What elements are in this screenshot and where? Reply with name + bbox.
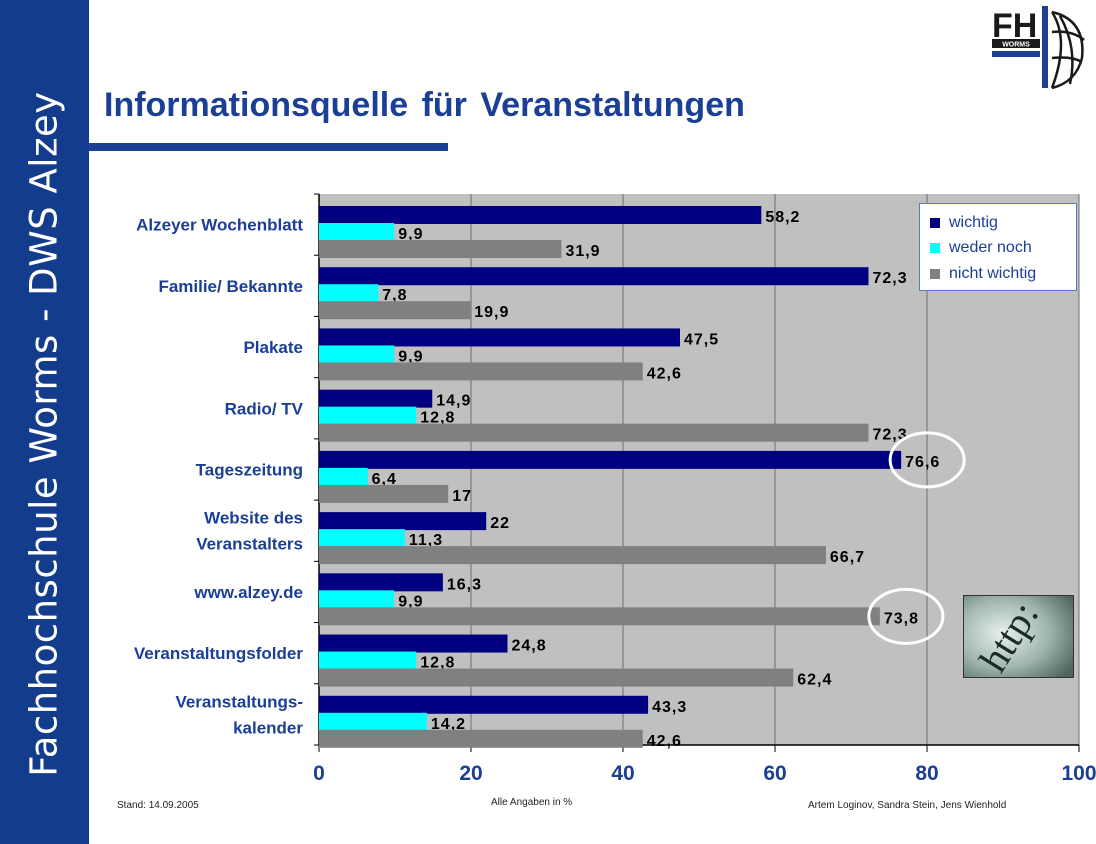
legend-swatch-weder-noch [930,243,940,253]
data-label: 16,3 [447,576,482,593]
category-label: Radio/ TV [225,399,304,418]
category-label: Alzeyer Wochenblatt [136,216,303,235]
data-label: 14,2 [431,716,466,733]
data-label: 6,4 [372,471,397,488]
x-tick-label: 40 [611,762,634,785]
bar-nicht-wichtig [319,546,826,565]
x-tick-label: 0 [313,762,325,785]
category-label: kalender [233,718,303,737]
data-label: 66,7 [830,549,865,566]
highlight-circle [867,587,945,645]
title-underline [89,143,448,151]
category-label: Veranstaltungs- [175,692,303,711]
http-image-graphic: http: [964,596,1073,677]
data-label: 9,9 [398,593,423,610]
category-label: Familie/ Bekannte [158,277,303,296]
category-label: Tageszeitung [196,461,303,480]
fh-worms-logo: FH WORMS [992,6,1085,90]
data-label: 62,4 [797,672,832,689]
bar-nicht-wichtig [319,729,643,748]
data-label: 31,9 [565,243,600,260]
bar-wichtig [319,512,487,531]
legend-label-nicht-wichtig: nicht wichtig [949,265,1037,282]
bar-wichtig [319,328,680,347]
bar-weder-noch [319,651,417,670]
data-label: 43,3 [652,699,687,716]
footer-authors: Artem Loginov, Sandra Stein, Jens Wienho… [808,800,1007,811]
footer-date: Stand: 14.09.2005 [117,800,199,811]
bar-wichtig [319,267,869,286]
category-label: Plakate [243,338,303,357]
x-tick-label: 20 [459,762,482,785]
x-tick-label: 100 [1061,762,1096,785]
category-label: Veranstalters [196,535,303,554]
data-label: 24,8 [511,638,546,655]
data-label: 19,9 [474,304,509,321]
x-tick-label: 60 [763,762,786,785]
bar-nicht-wichtig [319,423,869,442]
legend-swatch-nicht-wichtig [930,269,940,279]
bar-wichtig [319,206,762,224]
data-label: 7,8 [382,287,407,304]
bar-nicht-wichtig [319,240,562,258]
data-label: 11,3 [409,532,443,549]
bar-weder-noch [319,529,405,548]
legend-item-wichtig: wichtig [930,213,998,233]
data-label: 12,8 [420,655,455,672]
bar-weder-noch [319,345,395,364]
category-label: www.alzey.de [193,583,303,602]
legend-item-weder-noch: weder noch [930,238,1032,258]
bar-nicht-wichtig [319,301,471,320]
bar-nicht-wichtig [319,668,794,687]
logo-vertical-bar [1042,6,1048,88]
logo-text: FH [992,7,1037,45]
logo-subtext: WORMS [1002,42,1030,49]
category-label: Veranstaltungsfolder [134,644,303,663]
legend-label-weder-noch: weder noch [949,239,1032,256]
data-label: 42,6 [647,365,682,382]
data-label: 42,6 [647,733,682,750]
highlight-circle [888,431,966,489]
data-label: 12,8 [420,410,455,427]
page-title: Informationsquelle für Veranstaltungen [104,86,745,124]
bar-wichtig [319,573,443,592]
data-label: 9,9 [398,348,423,365]
data-label: 22 [490,515,510,532]
logo-bar [992,39,1040,48]
sidebar: Fachhochschule Worms - DWS Alzey [0,0,89,844]
chart-legend: wichtig weder noch nicht wichtig [919,203,1077,291]
bar-nicht-wichtig [319,607,880,626]
x-tick-label: 80 [915,762,938,785]
legend-label-wichtig: wichtig [949,214,998,231]
bar-wichtig [319,634,508,653]
footer-unit-note: Alle Angaben in % [491,797,573,808]
bar-weder-noch [319,590,395,609]
data-label: 9,9 [398,226,423,243]
data-label: 17 [452,488,472,505]
bar-wichtig [319,450,902,469]
category-label: Website des [204,509,303,528]
bar-wichtig [319,389,433,408]
http-picture: http: [963,595,1074,678]
data-label: 76,6 [905,454,940,471]
logo-blue-bar [992,51,1040,57]
data-label: 72,3 [872,270,907,287]
globe-icon [1050,10,1085,90]
data-label: 14,9 [436,393,471,410]
legend-swatch-wichtig [930,218,940,228]
bar-wichtig [319,695,649,714]
bar-weder-noch [319,284,379,303]
bar-weder-noch [319,712,427,731]
bar-weder-noch [319,223,395,241]
data-label: 72,3 [872,427,907,444]
data-label: 58,2 [765,209,800,226]
bar-weder-noch [319,406,417,425]
legend-item-nicht-wichtig: nicht wichtig [930,264,1036,284]
bar-nicht-wichtig [319,484,449,503]
bar-nicht-wichtig [319,362,643,381]
bar-weder-noch [319,467,368,486]
data-label: 47,5 [684,331,719,348]
data-label: 73,8 [884,610,919,627]
